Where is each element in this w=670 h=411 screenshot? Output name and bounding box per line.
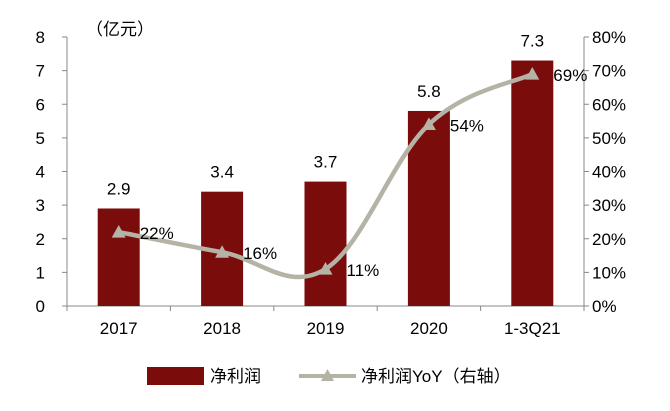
x-axis-tick-label: 1-3Q21 [504,319,561,338]
left-axis-tick-label: 8 [36,28,45,47]
line-value-label: 16% [243,244,277,263]
line-value-label: 11% [347,261,380,280]
legend-label-bar: 净利润 [210,367,261,386]
bar-value-label: 7.3 [520,32,544,51]
x-axis-tick-label: 2018 [203,319,241,338]
bar [511,60,554,306]
bar-value-label: 5.8 [417,82,441,101]
right-axis-tick-label: 20% [592,230,626,249]
right-axis-tick-label: 80% [592,28,626,47]
x-axis-tick-label: 2019 [307,319,345,338]
bar [304,181,347,306]
right-axis-tick-label: 10% [592,263,626,282]
line-marker [318,262,333,275]
left-axis-tick-label: 0 [36,297,45,316]
left-axis-tick-label: 5 [36,129,45,148]
bar-value-label: 3.4 [210,163,234,182]
left-axis-unit-label: （亿元） [86,20,154,39]
right-axis-tick-label: 0% [592,297,617,316]
legend-marker-line [321,369,334,381]
right-axis-tick-label: 60% [592,95,626,114]
left-axis-tick-label: 7 [36,62,45,81]
line-value-label: 54% [450,116,484,135]
line-marker [215,245,230,258]
line-marker [525,66,540,80]
left-axis-tick-label: 4 [36,163,45,182]
right-axis-tick-label: 70% [592,62,626,81]
x-axis-tick-label: 2020 [410,319,448,338]
bar-value-label: 3.7 [314,153,338,172]
bar-value-label: 2.9 [107,179,131,198]
line-marker [111,225,126,238]
left-axis-tick-label: 1 [36,263,45,282]
right-axis-tick-label: 30% [592,196,626,215]
x-axis-tick-label: 2017 [100,319,138,338]
data-labels: 2.9 3.4 3.7 5.8 7.3 22% 16% 11% 54% 69% [107,32,587,280]
right-axis-tick-label: 40% [592,163,626,182]
left-axis-tick-label: 3 [36,196,45,215]
line-marker [421,117,436,131]
left-axis-tick-label: 6 [36,95,45,114]
line-value-label: 69% [553,66,587,85]
left-axis-tick-label: 2 [36,230,45,249]
bar-series [97,60,554,306]
bar [97,208,140,306]
legend-swatch-bar [147,367,204,385]
legend-label-line: 净利润YoY（右轴） [361,367,511,386]
line-value-label: 22% [140,224,174,243]
right-axis-tick-label: 50% [592,129,626,148]
legend: 净利润 净利润YoY（右轴） [147,367,511,386]
line-series [111,66,540,280]
